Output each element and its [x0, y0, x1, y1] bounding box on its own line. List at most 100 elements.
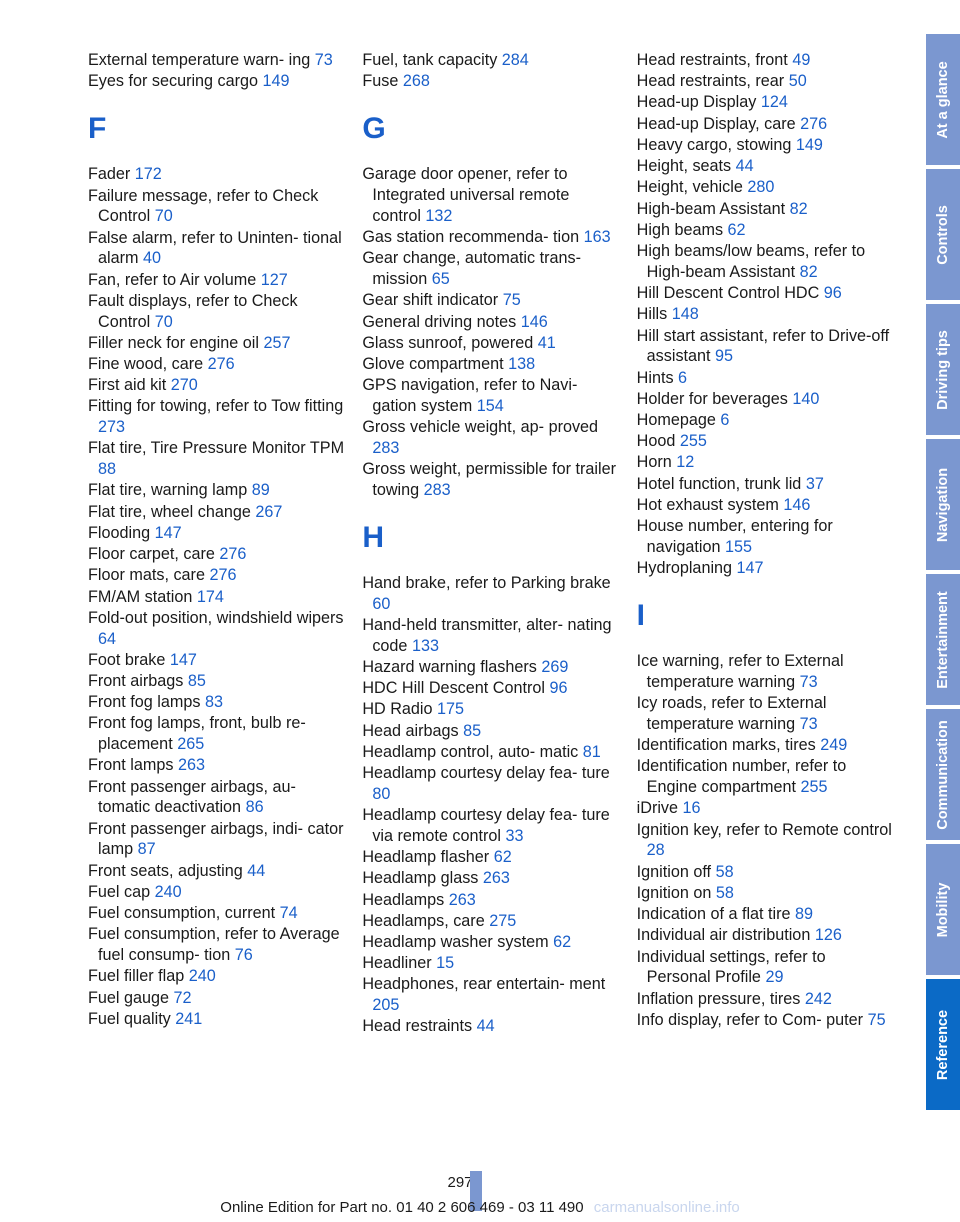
page-ref-link[interactable]: 241: [175, 1010, 202, 1028]
page-ref-link[interactable]: 163: [584, 228, 611, 246]
page-ref-link[interactable]: 62: [494, 848, 512, 866]
page-ref-link[interactable]: 50: [789, 72, 807, 90]
page-ref-link[interactable]: 147: [170, 651, 197, 669]
page-ref-link[interactable]: 88: [98, 460, 116, 478]
page-ref-link[interactable]: 28: [647, 841, 665, 859]
page-ref-link[interactable]: 29: [765, 968, 783, 986]
page-ref-link[interactable]: 74: [280, 904, 298, 922]
section-tab-reference[interactable]: Reference: [926, 979, 960, 1110]
page-ref-link[interactable]: 283: [372, 439, 399, 457]
page-ref-link[interactable]: 140: [792, 390, 819, 408]
page-ref-link[interactable]: 44: [736, 157, 754, 175]
page-ref-link[interactable]: 44: [477, 1017, 495, 1035]
page-ref-link[interactable]: 149: [263, 72, 290, 90]
page-ref-link[interactable]: 276: [208, 355, 235, 373]
page-ref-link[interactable]: 147: [737, 559, 764, 577]
page-ref-link[interactable]: 76: [235, 946, 253, 964]
page-ref-link[interactable]: 6: [678, 369, 687, 387]
page-ref-link[interactable]: 83: [205, 693, 223, 711]
page-ref-link[interactable]: 75: [868, 1011, 886, 1029]
page-ref-link[interactable]: 49: [792, 51, 810, 69]
page-ref-link[interactable]: 40: [143, 249, 161, 267]
page-ref-link[interactable]: 73: [800, 715, 818, 733]
page-ref-link[interactable]: 269: [541, 658, 568, 676]
page-ref-link[interactable]: 273: [98, 418, 125, 436]
page-ref-link[interactable]: 148: [672, 305, 699, 323]
section-tab-entertainment[interactable]: Entertainment: [926, 574, 960, 705]
page-ref-link[interactable]: 257: [263, 334, 290, 352]
page-ref-link[interactable]: 133: [412, 637, 439, 655]
page-ref-link[interactable]: 62: [553, 933, 571, 951]
page-ref-link[interactable]: 85: [188, 672, 206, 690]
page-ref-link[interactable]: 276: [800, 115, 827, 133]
page-ref-link[interactable]: 15: [436, 954, 454, 972]
page-ref-link[interactable]: 62: [728, 221, 746, 239]
page-ref-link[interactable]: 205: [372, 996, 399, 1014]
page-ref-link[interactable]: 268: [403, 72, 430, 90]
section-tab-mobility[interactable]: Mobility: [926, 844, 960, 975]
page-ref-link[interactable]: 138: [508, 355, 535, 373]
page-ref-link[interactable]: 174: [197, 588, 224, 606]
page-ref-link[interactable]: 80: [372, 785, 390, 803]
page-ref-link[interactable]: 126: [815, 926, 842, 944]
page-ref-link[interactable]: 73: [800, 673, 818, 691]
page-ref-link[interactable]: 255: [801, 778, 828, 796]
page-ref-link[interactable]: 147: [155, 524, 182, 542]
page-ref-link[interactable]: 85: [463, 722, 481, 740]
page-ref-link[interactable]: 124: [761, 93, 788, 111]
page-ref-link[interactable]: 58: [716, 884, 734, 902]
page-ref-link[interactable]: 96: [824, 284, 842, 302]
page-ref-link[interactable]: 146: [521, 313, 548, 331]
page-ref-link[interactable]: 41: [538, 334, 556, 352]
page-ref-link[interactable]: 75: [503, 291, 521, 309]
page-ref-link[interactable]: 70: [155, 313, 173, 331]
page-ref-link[interactable]: 65: [432, 270, 450, 288]
page-ref-link[interactable]: 283: [424, 481, 451, 499]
page-ref-link[interactable]: 6: [720, 411, 729, 429]
page-ref-link[interactable]: 276: [219, 545, 246, 563]
page-ref-link[interactable]: 33: [505, 827, 523, 845]
section-tab-controls[interactable]: Controls: [926, 169, 960, 300]
page-ref-link[interactable]: 146: [783, 496, 810, 514]
page-ref-link[interactable]: 127: [261, 271, 288, 289]
section-tab-communication[interactable]: Communication: [926, 709, 960, 840]
page-ref-link[interactable]: 82: [790, 200, 808, 218]
page-ref-link[interactable]: 267: [255, 503, 282, 521]
page-ref-link[interactable]: 87: [138, 840, 156, 858]
page-ref-link[interactable]: 276: [209, 566, 236, 584]
page-ref-link[interactable]: 44: [247, 862, 265, 880]
page-ref-link[interactable]: 263: [483, 869, 510, 887]
page-ref-link[interactable]: 70: [155, 207, 173, 225]
page-ref-link[interactable]: 37: [806, 475, 824, 493]
page-ref-link[interactable]: 155: [725, 538, 752, 556]
page-ref-link[interactable]: 154: [477, 397, 504, 415]
page-ref-link[interactable]: 89: [252, 481, 270, 499]
page-ref-link[interactable]: 64: [98, 630, 116, 648]
page-ref-link[interactable]: 72: [174, 989, 192, 1007]
page-ref-link[interactable]: 73: [315, 51, 333, 69]
page-ref-link[interactable]: 96: [549, 679, 567, 697]
page-ref-link[interactable]: 81: [583, 743, 601, 761]
page-ref-link[interactable]: 58: [716, 863, 734, 881]
page-ref-link[interactable]: 175: [437, 700, 464, 718]
page-ref-link[interactable]: 132: [425, 207, 452, 225]
page-ref-link[interactable]: 242: [805, 990, 832, 1008]
page-ref-link[interactable]: 249: [820, 736, 847, 754]
page-ref-link[interactable]: 95: [715, 347, 733, 365]
page-ref-link[interactable]: 263: [449, 891, 476, 909]
page-ref-link[interactable]: 86: [246, 798, 264, 816]
page-ref-link[interactable]: 172: [135, 165, 162, 183]
page-ref-link[interactable]: 270: [171, 376, 198, 394]
section-tab-driving-tips[interactable]: Driving tips: [926, 304, 960, 435]
page-ref-link[interactable]: 60: [372, 595, 390, 613]
page-ref-link[interactable]: 149: [796, 136, 823, 154]
page-ref-link[interactable]: 89: [795, 905, 813, 923]
page-ref-link[interactable]: 265: [177, 735, 204, 753]
page-ref-link[interactable]: 240: [189, 967, 216, 985]
page-ref-link[interactable]: 263: [178, 756, 205, 774]
page-ref-link[interactable]: 280: [747, 178, 774, 196]
page-ref-link[interactable]: 275: [489, 912, 516, 930]
page-ref-link[interactable]: 284: [502, 51, 529, 69]
page-ref-link[interactable]: 255: [680, 432, 707, 450]
page-ref-link[interactable]: 240: [155, 883, 182, 901]
